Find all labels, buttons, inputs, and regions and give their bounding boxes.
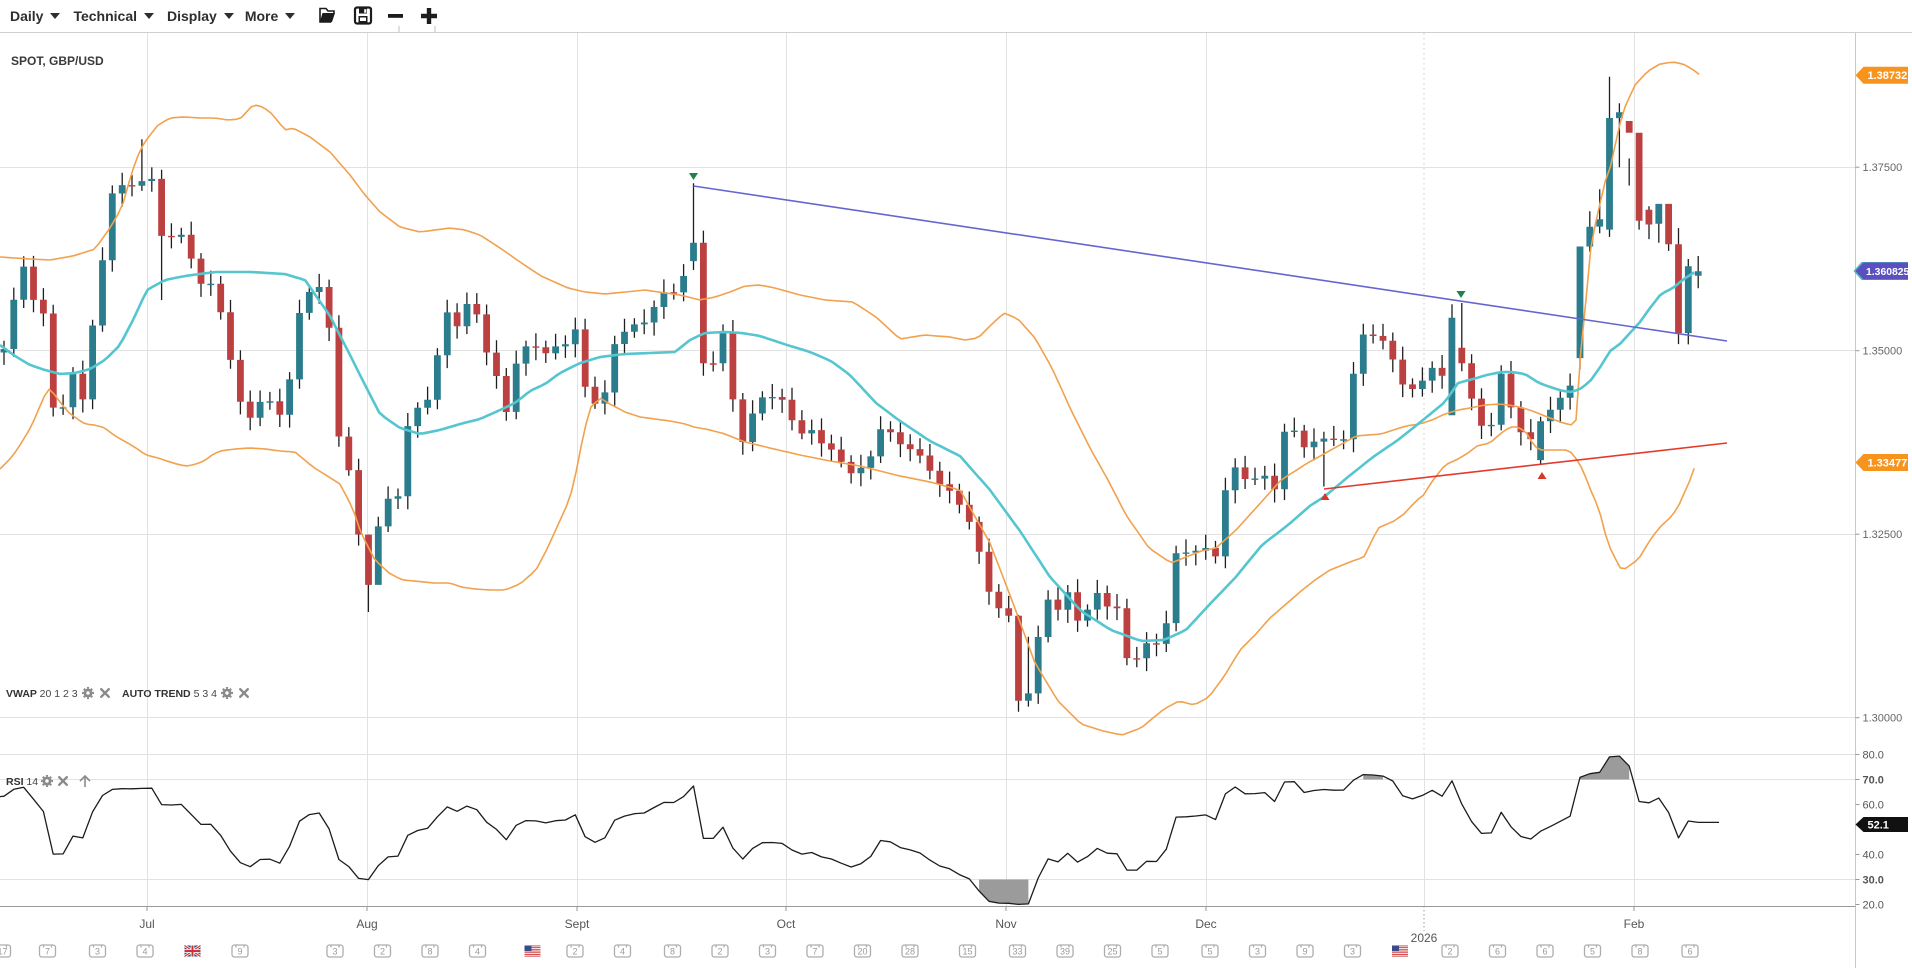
svg-text:6: 6: [1687, 947, 1692, 957]
svg-text:1.32500: 1.32500: [1863, 529, 1903, 541]
svg-text:28: 28: [905, 947, 915, 957]
svg-text:5: 5: [1207, 947, 1212, 957]
svg-text:1.30000: 1.30000: [1863, 713, 1903, 725]
svg-text:9: 9: [1302, 947, 1307, 957]
svg-text:Aug: Aug: [356, 917, 377, 931]
svg-text:8: 8: [1637, 947, 1642, 957]
svg-text:Feb: Feb: [1624, 917, 1645, 931]
svg-text:Nov: Nov: [995, 917, 1016, 931]
svg-text:Sept: Sept: [565, 917, 590, 931]
svg-text:15: 15: [962, 947, 972, 957]
svg-text:1.33477: 1.33477: [1868, 458, 1908, 470]
svg-text:20.0: 20.0: [1863, 900, 1884, 912]
svg-text:7: 7: [812, 947, 817, 957]
svg-text:2: 2: [572, 947, 577, 957]
svg-text:5: 5: [1590, 947, 1595, 957]
svg-text:70.0: 70.0: [1863, 775, 1884, 787]
svg-text:1.38732: 1.38732: [1868, 70, 1908, 82]
svg-text:1.360825: 1.360825: [1866, 267, 1910, 278]
svg-text:52.1: 52.1: [1868, 820, 1889, 832]
svg-text:17: 17: [0, 947, 8, 957]
svg-text:Jul: Jul: [139, 917, 154, 931]
svg-text:20: 20: [857, 947, 867, 957]
svg-text:9: 9: [237, 947, 242, 957]
svg-text:Dec: Dec: [1195, 917, 1216, 931]
svg-text:AUTO TREND 5 3 4: AUTO TREND 5 3 4: [122, 688, 217, 700]
svg-text:8: 8: [427, 947, 432, 957]
svg-text:8: 8: [670, 947, 675, 957]
svg-text:RSI 14: RSI 14: [6, 776, 38, 788]
svg-text:3: 3: [1255, 947, 1260, 957]
svg-text:3: 3: [765, 947, 770, 957]
svg-text:6: 6: [1495, 947, 1500, 957]
svg-text:4: 4: [620, 947, 625, 957]
svg-text:3: 3: [332, 947, 337, 957]
svg-text:40.0: 40.0: [1863, 850, 1884, 862]
svg-text:2026: 2026: [1411, 931, 1438, 945]
svg-text:1.35000: 1.35000: [1863, 346, 1903, 358]
svg-text:2: 2: [1447, 947, 1452, 957]
svg-text:39: 39: [1060, 947, 1070, 957]
svg-text:1.37500: 1.37500: [1863, 162, 1903, 174]
svg-text:SPOT, GBP/USD: SPOT, GBP/USD: [11, 54, 104, 68]
svg-text:Oct: Oct: [777, 917, 796, 931]
svg-text:3: 3: [1350, 947, 1355, 957]
svg-text:VWAP 20 1 2 3: VWAP 20 1 2 3: [6, 688, 78, 700]
svg-text:3: 3: [95, 947, 100, 957]
svg-text:4: 4: [475, 947, 480, 957]
svg-text:60.0: 60.0: [1863, 800, 1884, 812]
svg-text:6: 6: [1542, 947, 1547, 957]
svg-text:5: 5: [1157, 947, 1162, 957]
svg-text:25: 25: [1107, 947, 1117, 957]
svg-text:2: 2: [717, 947, 722, 957]
svg-text:7: 7: [45, 947, 50, 957]
svg-text:30.0: 30.0: [1863, 875, 1884, 887]
svg-text:80.0: 80.0: [1863, 750, 1884, 762]
svg-text:33: 33: [1012, 947, 1022, 957]
svg-text:4: 4: [142, 947, 147, 957]
svg-text:2: 2: [380, 947, 385, 957]
